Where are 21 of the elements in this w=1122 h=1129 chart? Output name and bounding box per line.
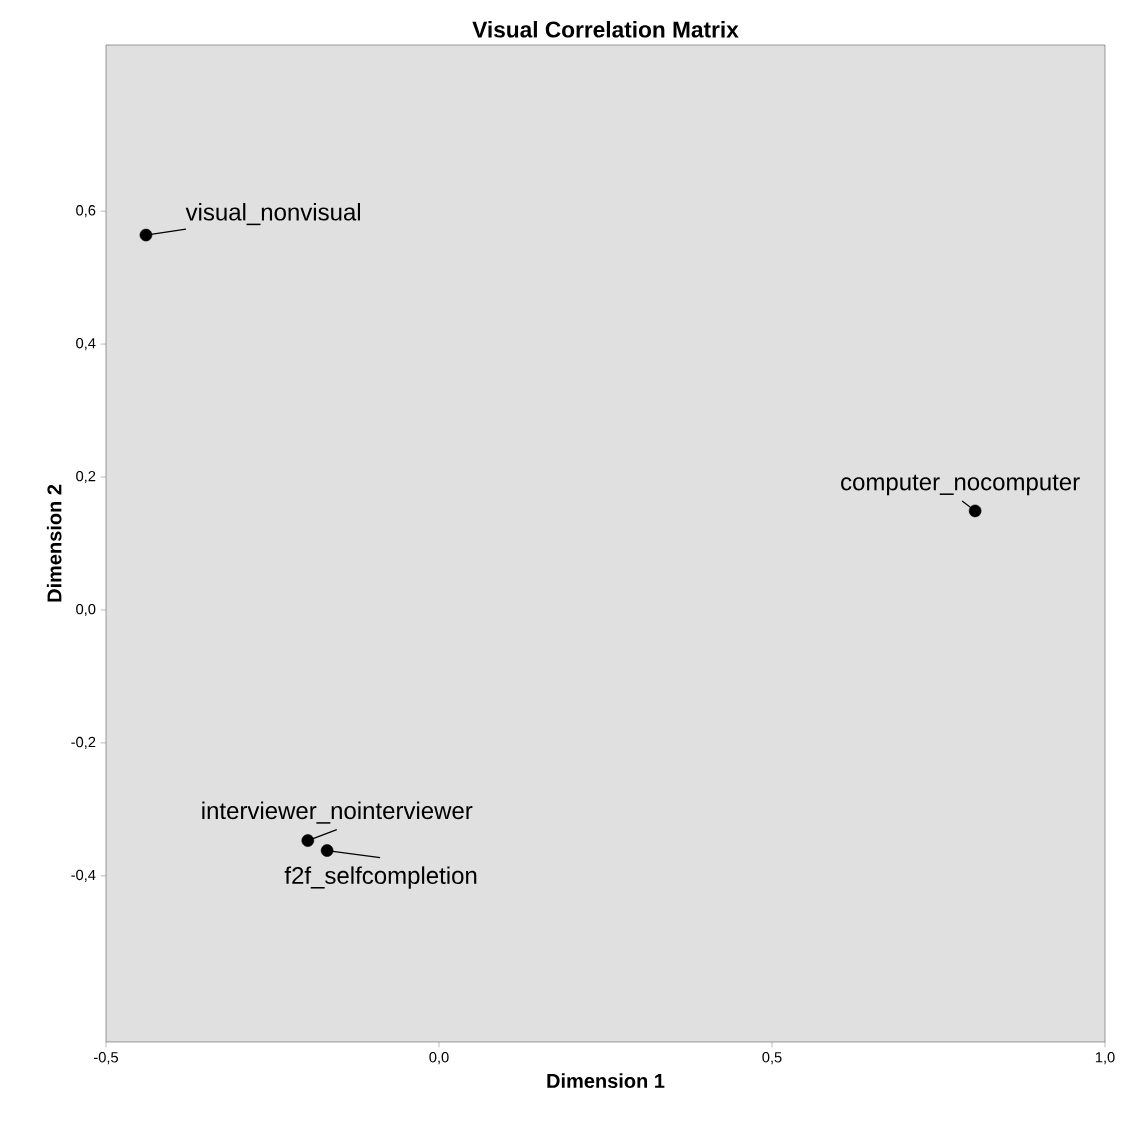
- y-tick-label: -0,4: [71, 869, 96, 882]
- x-tick-label: -0,5: [94, 1052, 119, 1065]
- annotation: computer_nocomputer: [841, 474, 1080, 496]
- y-tick-label: 0,0: [76, 603, 96, 617]
- point: [301, 834, 315, 847]
- x-tick-label: 0,0: [429, 1052, 449, 1065]
- y-tick-label: 0,6: [76, 205, 96, 218]
- x-axis-title: Dimension 1: [547, 1073, 665, 1088]
- annotation: f2f_selfcompletion: [284, 866, 477, 889]
- x-tick-label: 0,5: [762, 1052, 782, 1065]
- point: [968, 504, 982, 518]
- x-tick-label: 1,0: [1095, 1052, 1115, 1065]
- y-tick-label: 0,4: [76, 338, 96, 351]
- y-axis-title: Dimension 2: [46, 484, 62, 602]
- annotation: interviewer_nointerviewer: [202, 801, 473, 824]
- annotation: visual_nonvisual: [185, 202, 361, 226]
- y-tick-label: -0,2: [71, 736, 96, 749]
- chart-title: Visual Correlation Matrix: [472, 20, 739, 38]
- y-tick-label: 0,2: [76, 470, 96, 484]
- point: [320, 844, 334, 857]
- point: [139, 228, 153, 242]
